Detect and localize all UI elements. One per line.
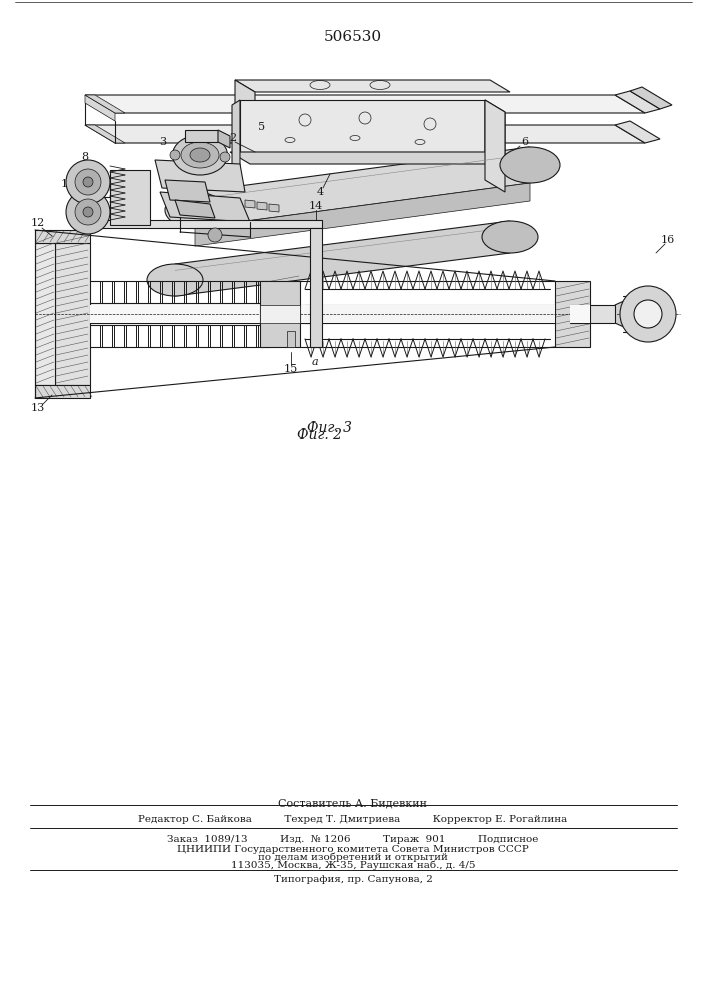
- Polygon shape: [485, 100, 505, 164]
- Ellipse shape: [181, 142, 219, 168]
- Polygon shape: [165, 180, 210, 202]
- Text: 14: 14: [309, 201, 323, 211]
- Circle shape: [66, 190, 110, 234]
- Text: Составитель А. Бидевкин: Составитель А. Бидевкин: [279, 798, 428, 808]
- Polygon shape: [85, 95, 115, 121]
- Text: 7: 7: [182, 195, 189, 205]
- Text: a: a: [312, 357, 318, 367]
- Polygon shape: [85, 95, 125, 113]
- Text: 11: 11: [193, 201, 207, 211]
- Circle shape: [634, 300, 662, 328]
- Text: 15: 15: [284, 364, 298, 374]
- Polygon shape: [195, 147, 530, 228]
- Polygon shape: [35, 385, 90, 398]
- Polygon shape: [90, 220, 322, 228]
- Polygon shape: [195, 183, 530, 246]
- Polygon shape: [555, 281, 590, 347]
- Polygon shape: [232, 100, 240, 180]
- Polygon shape: [260, 281, 300, 347]
- Circle shape: [66, 160, 110, 204]
- Text: 12: 12: [31, 218, 45, 228]
- Ellipse shape: [165, 192, 225, 228]
- Text: Фиг. 3: Фиг. 3: [308, 421, 353, 435]
- Polygon shape: [245, 200, 255, 208]
- Text: Заказ  1089/13          Изд.  № 1206          Тираж  901          Подписное: Заказ 1089/13 Изд. № 1206 Тираж 901 Подп…: [168, 834, 539, 844]
- Circle shape: [620, 286, 676, 342]
- Text: 16: 16: [661, 235, 675, 245]
- Polygon shape: [175, 221, 510, 296]
- Text: 113035, Москва, Ж-35, Раушская наб., д. 4/5: 113035, Москва, Ж-35, Раушская наб., д. …: [230, 860, 475, 870]
- Polygon shape: [257, 202, 267, 210]
- Circle shape: [75, 199, 101, 225]
- Polygon shape: [269, 204, 279, 212]
- Text: 5: 5: [259, 122, 266, 132]
- Polygon shape: [85, 125, 125, 143]
- Polygon shape: [230, 152, 515, 164]
- Polygon shape: [55, 243, 90, 385]
- Polygon shape: [260, 305, 300, 323]
- Text: 3: 3: [160, 137, 167, 147]
- Text: 506530: 506530: [324, 30, 382, 44]
- Polygon shape: [35, 243, 55, 385]
- Polygon shape: [615, 121, 660, 143]
- Polygon shape: [85, 125, 645, 143]
- Text: 8: 8: [81, 152, 88, 162]
- Polygon shape: [287, 331, 295, 347]
- Text: 4: 4: [317, 187, 324, 197]
- Text: Фиг. 2: Фиг. 2: [298, 428, 342, 442]
- Circle shape: [83, 207, 93, 217]
- Text: 9: 9: [74, 165, 81, 175]
- Polygon shape: [110, 170, 150, 225]
- Text: 10: 10: [61, 179, 75, 189]
- Polygon shape: [185, 130, 218, 142]
- Polygon shape: [240, 100, 485, 152]
- Text: Редактор С. Байкова          Техред Т. Дмитриева          Корректор Е. Рогайлина: Редактор С. Байкова Техред Т. Дмитриева …: [139, 814, 568, 824]
- Text: 13: 13: [31, 403, 45, 413]
- Circle shape: [75, 169, 101, 195]
- Text: 6: 6: [522, 137, 529, 147]
- Polygon shape: [35, 230, 90, 243]
- Polygon shape: [90, 305, 320, 323]
- Polygon shape: [160, 192, 250, 222]
- Circle shape: [170, 150, 180, 160]
- Polygon shape: [615, 296, 635, 332]
- Circle shape: [220, 152, 230, 162]
- Polygon shape: [630, 87, 672, 109]
- Polygon shape: [310, 228, 322, 347]
- Ellipse shape: [500, 147, 560, 183]
- Text: ЦНИИПИ Государственного комитета Совета Министров СССР: ЦНИИПИ Государственного комитета Совета …: [177, 844, 529, 854]
- Ellipse shape: [482, 221, 538, 253]
- Polygon shape: [615, 91, 660, 113]
- Polygon shape: [570, 305, 590, 323]
- Polygon shape: [218, 130, 230, 148]
- Polygon shape: [85, 95, 645, 113]
- Text: Типография, пр. Сапунова, 2: Типография, пр. Сапунова, 2: [274, 876, 433, 884]
- Polygon shape: [305, 305, 555, 323]
- Ellipse shape: [147, 264, 203, 296]
- Polygon shape: [485, 100, 505, 192]
- Polygon shape: [175, 200, 215, 218]
- Circle shape: [208, 228, 222, 242]
- Polygon shape: [235, 80, 510, 92]
- Polygon shape: [235, 80, 255, 117]
- Polygon shape: [155, 160, 245, 192]
- Text: по делам изобретений и открытий: по делам изобретений и открытий: [258, 852, 448, 862]
- Polygon shape: [590, 305, 615, 323]
- Circle shape: [83, 177, 93, 187]
- Text: 2: 2: [230, 133, 237, 143]
- Ellipse shape: [190, 148, 210, 162]
- Ellipse shape: [173, 135, 228, 175]
